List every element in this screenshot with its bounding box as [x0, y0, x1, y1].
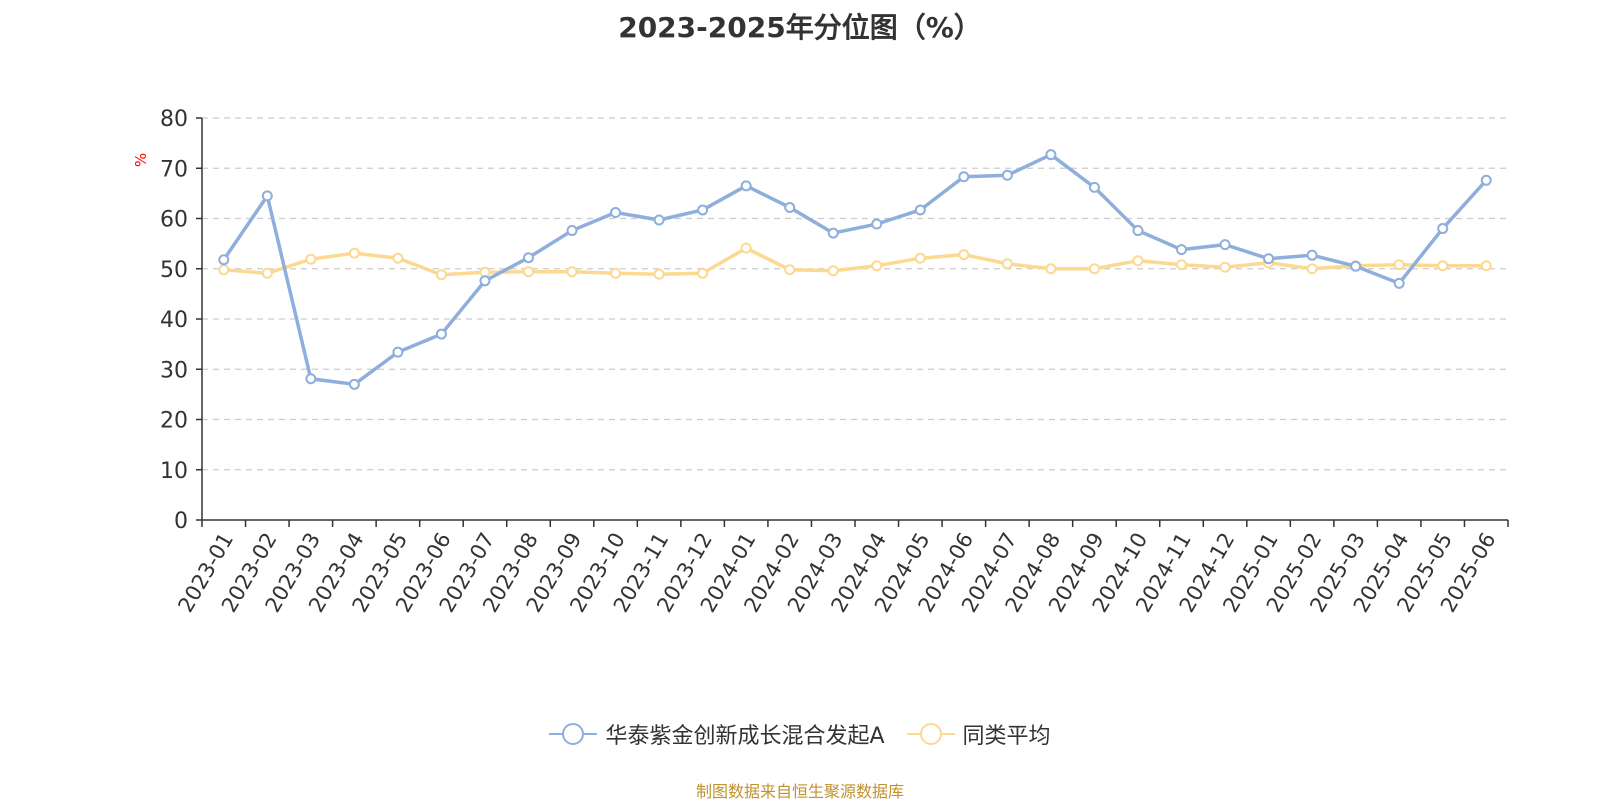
data-point-series-1	[1045, 263, 1057, 275]
data-point-series-0	[610, 206, 622, 218]
data-point-series-1	[958, 249, 970, 261]
data-point-series-0	[218, 254, 230, 266]
data-point-series-1	[871, 260, 883, 272]
data-point-series-0	[740, 180, 752, 192]
data-point-series-0	[958, 171, 970, 183]
data-point-series-1	[261, 267, 273, 279]
data-point-series-0	[653, 214, 665, 226]
legend-label-fund: 华泰紫金创新成长混合发起A	[605, 724, 885, 749]
data-point-series-0	[1176, 244, 1187, 256]
data-point-series-1	[914, 252, 926, 264]
data-point-series-1	[610, 267, 622, 279]
data-point-series-0	[392, 346, 404, 358]
data-point-series-1	[827, 265, 839, 277]
y-tick-label: 10	[160, 459, 188, 484]
data-point-series-0	[871, 218, 883, 230]
data-point-series-0	[1088, 181, 1100, 193]
data-point-series-0	[305, 373, 317, 385]
chart-title: 2023-2025年分位图（%）	[618, 11, 982, 44]
data-point-series-1	[1132, 255, 1144, 267]
y-tick-label: 60	[160, 208, 188, 233]
data-point-series-1	[653, 268, 665, 280]
data-point-series-0	[566, 225, 578, 237]
data-point-series-0	[1480, 174, 1492, 186]
data-point-series-0	[1219, 239, 1231, 251]
data-point-series-0	[1045, 149, 1057, 161]
data-point-series-1	[218, 264, 230, 276]
legend-item-fund[interactable]: 华泰紫金创新成长混合发起A	[549, 718, 885, 750]
y-tick-label: 0	[174, 509, 188, 534]
data-point-series-1	[1393, 259, 1405, 271]
data-point-series-0	[348, 378, 360, 390]
data-point-series-1	[784, 264, 796, 276]
data-point-series-1	[435, 269, 447, 281]
data-point-series-1	[697, 267, 709, 279]
data-point-series-1	[392, 252, 404, 264]
data-point-series-1	[1437, 260, 1449, 272]
y-tick-label: 70	[160, 157, 188, 182]
data-point-series-0	[435, 328, 447, 340]
legend-marker-fund	[549, 723, 598, 745]
data-point-series-0	[261, 190, 273, 202]
data-point-series-0	[1263, 253, 1275, 265]
data-point-series-0	[1001, 169, 1013, 181]
data-point-series-0	[1350, 260, 1362, 272]
legend-label-peer-average: 同类平均	[962, 724, 1051, 749]
data-point-series-1	[1306, 263, 1318, 275]
data-point-series-1	[1088, 263, 1100, 275]
y-tick-label: 30	[160, 358, 188, 383]
data-point-series-0	[479, 275, 491, 287]
y-tick-label: 50	[160, 258, 188, 283]
series-line-1	[223, 246, 1487, 277]
data-point-series-1	[1219, 261, 1231, 273]
data-point-series-0	[1393, 277, 1405, 289]
data-point-series-0	[1132, 225, 1144, 237]
data-point-series-1	[1480, 260, 1492, 272]
data-point-series-0	[914, 204, 926, 216]
data-point-series-0	[523, 252, 534, 264]
source-note: 制图数据来自恒生聚源数据库	[695, 782, 904, 801]
data-point-series-1	[566, 266, 578, 278]
legend-marker-peer-average	[906, 723, 955, 745]
data-point-series-1	[348, 247, 360, 259]
data-point-series-1	[1176, 259, 1187, 271]
y-tick-label: 80	[160, 107, 188, 132]
series-line-0	[222, 152, 1488, 387]
legend: 华泰紫金创新成长混合发起A 同类平均	[0, 718, 1600, 750]
data-point-series-0	[827, 227, 839, 239]
y-axis-label: %	[132, 153, 150, 167]
data-point-series-1	[1001, 258, 1013, 270]
y-tick-label: 40	[160, 308, 188, 333]
data-point-series-0	[697, 204, 709, 216]
y-tick-label: 20	[160, 409, 188, 434]
data-point-series-0	[784, 201, 796, 213]
data-point-series-1	[305, 253, 317, 265]
legend-item-peer-average[interactable]: 同类平均	[906, 718, 1051, 750]
data-point-series-0	[1306, 249, 1318, 261]
data-point-series-1	[740, 242, 752, 254]
data-point-series-1	[523, 266, 534, 278]
data-point-series-0	[1437, 223, 1449, 235]
